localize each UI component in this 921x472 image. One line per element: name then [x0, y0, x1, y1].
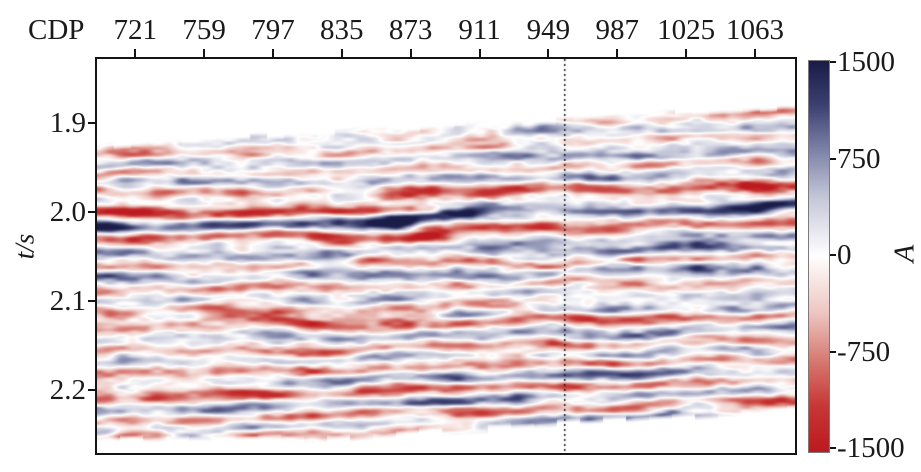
colorbar-tick-label: -1500: [837, 432, 905, 464]
y-tick-label: 2.2: [49, 374, 86, 406]
x-tick-label: 987: [595, 14, 640, 46]
colorbar-tick-mark: [830, 447, 836, 449]
colorbar-tick-mark: [830, 61, 836, 63]
colorbar-tick-mark: [830, 254, 836, 256]
x-tick-mark: [203, 49, 206, 57]
y-tick-label: 2.0: [49, 196, 86, 228]
colorbar: [808, 60, 830, 453]
x-tick-mark: [616, 49, 619, 57]
x-tick-mark: [685, 49, 688, 57]
x-tick-mark: [271, 49, 274, 57]
colorbar-tick-label: 0: [837, 239, 852, 271]
x-tick-label: 911: [458, 14, 501, 46]
y-tick-mark: [88, 300, 95, 302]
x-tick-label: 759: [182, 14, 226, 46]
colorbar-tick-mark: [830, 157, 836, 160]
x-tick-label: 949: [526, 14, 571, 46]
x-tick-label: 1025: [657, 14, 716, 46]
x-tick-mark: [409, 49, 412, 57]
x-tick-mark: [547, 49, 550, 57]
x-tick-label: 721: [113, 14, 157, 46]
y-tick-mark: [88, 389, 95, 391]
seismic-section-image: [97, 59, 795, 453]
x-tick-mark: [340, 49, 343, 57]
colorbar-tick-mark: [830, 350, 836, 353]
colorbar-tick-label: 750: [837, 142, 881, 175]
x-tick-label: 797: [251, 14, 295, 46]
y-tick-label: 2.1: [49, 285, 86, 317]
colorbar-title: A: [888, 244, 921, 263]
colorbar-gradient: [809, 61, 829, 452]
x-tick-mark: [754, 49, 757, 57]
x-axis-title: CDP: [28, 14, 85, 46]
y-tick-mark: [88, 211, 95, 213]
x-tick-mark: [134, 49, 137, 57]
plot-area: [95, 57, 797, 455]
y-tick-mark: [88, 122, 95, 124]
x-tick-label: 835: [320, 14, 364, 46]
x-tick-label: 873: [388, 14, 433, 46]
x-tick-mark: [478, 49, 481, 57]
colorbar-tick-label: 1500: [837, 46, 895, 78]
x-tick-label: 1063: [726, 14, 785, 46]
y-tick-label: 1.9: [49, 107, 86, 139]
colorbar-tick-label: -750: [837, 335, 891, 368]
